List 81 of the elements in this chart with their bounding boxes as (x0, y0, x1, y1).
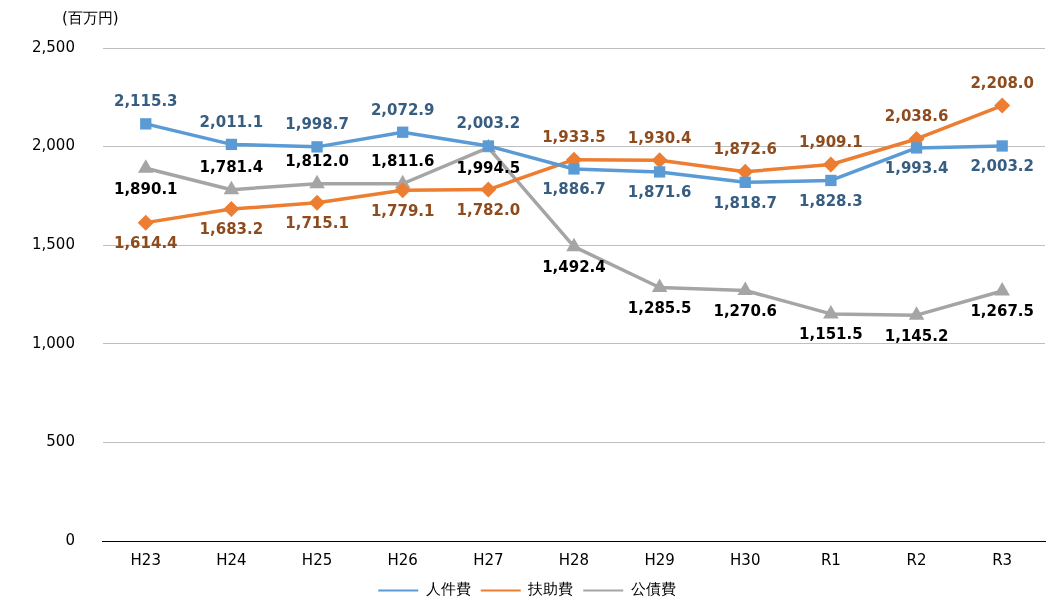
data-label: 1,781.4 (199, 158, 264, 177)
legend-label: 扶助費 (527, 580, 574, 599)
data-label: 2,003.2 (456, 114, 521, 133)
x-tick-label: H29 (644, 550, 675, 569)
point (397, 126, 409, 138)
data-label: 1,909.1 (799, 132, 863, 151)
data-label: 1,871.6 (627, 183, 692, 202)
data-label: 1,492.4 (542, 258, 606, 277)
point (996, 140, 1008, 152)
point (566, 237, 582, 252)
point (568, 163, 580, 175)
data-label: 1,151.5 (799, 325, 863, 344)
legend-label: 公債費 (630, 580, 676, 599)
point (309, 194, 326, 211)
data-label: 1,890.1 (113, 179, 178, 198)
point (908, 306, 925, 320)
y-tick-label: 2,000 (31, 136, 75, 155)
x-tick-label: R1 (820, 550, 841, 569)
x-tick-label: H26 (387, 550, 418, 569)
point (994, 97, 1011, 114)
data-label: 1,614.4 (113, 234, 178, 253)
point (223, 180, 240, 195)
x-tick-label: R3 (992, 550, 1013, 569)
data-label: 1,886.7 (542, 180, 606, 199)
point (225, 138, 238, 151)
data-label: 1,998.7 (285, 115, 349, 134)
x-tick-label: H30 (730, 550, 761, 569)
data-label: 1,779.1 (370, 201, 435, 220)
data-label: 1,267.5 (970, 302, 1034, 321)
data-label: 1,715.1 (285, 214, 349, 233)
x-tick-label: H28 (558, 550, 590, 569)
x-tick-label: H24 (216, 550, 247, 569)
data-label: 1,930.4 (627, 128, 692, 147)
x-tick-label: H25 (301, 550, 333, 569)
point (480, 181, 497, 198)
y-tick-label: 2,500 (31, 37, 75, 56)
legend-label: 人件費 (425, 580, 471, 599)
point (651, 152, 668, 169)
point (737, 281, 754, 295)
y-axis-title: (百万円) (62, 9, 119, 28)
y-tick-label: 1,500 (31, 235, 75, 254)
data-label: 1,782.0 (456, 200, 521, 219)
x-tick-label: R2 (906, 550, 927, 569)
data-label: 2,115.3 (113, 92, 178, 111)
data-label: 1,811.6 (370, 152, 435, 171)
data-label: 1,683.2 (199, 220, 264, 239)
data-label: 1,145.2 (884, 326, 949, 345)
point (994, 282, 1010, 296)
point (910, 142, 923, 154)
point (137, 214, 154, 231)
point (223, 201, 240, 218)
point (739, 176, 751, 189)
point (311, 141, 323, 153)
data-label: 1,812.0 (285, 152, 349, 171)
data-label: 2,072.9 (370, 100, 435, 119)
y-tick-label: 500 (46, 432, 75, 451)
point (309, 174, 325, 189)
data-label: 2,011.1 (199, 112, 264, 131)
data-label: 1,828.3 (799, 191, 863, 210)
point (651, 278, 668, 292)
data-label: 1,933.5 (542, 128, 606, 147)
data-label: 2,208.0 (970, 73, 1034, 92)
point (394, 182, 411, 199)
point (825, 174, 837, 187)
point (140, 118, 152, 130)
x-tick-label: H27 (473, 550, 504, 569)
point (823, 304, 839, 319)
data-label: 1,872.6 (713, 140, 778, 159)
data-label: 1,818.7 (713, 193, 778, 212)
data-label: 2,038.6 (884, 107, 949, 126)
x-tick-label: H23 (130, 550, 161, 569)
point (137, 159, 154, 173)
data-label: 1,285.5 (627, 298, 692, 317)
data-label: 1,270.6 (713, 301, 778, 320)
y-tick-label: 1,000 (31, 333, 75, 352)
point (653, 166, 666, 178)
point (822, 156, 839, 173)
y-tick-label: 0 (65, 530, 75, 549)
data-label: 1,993.4 (884, 159, 949, 178)
data-label: 2,003.2 (970, 157, 1034, 176)
data-label: 1,994.5 (456, 159, 521, 178)
